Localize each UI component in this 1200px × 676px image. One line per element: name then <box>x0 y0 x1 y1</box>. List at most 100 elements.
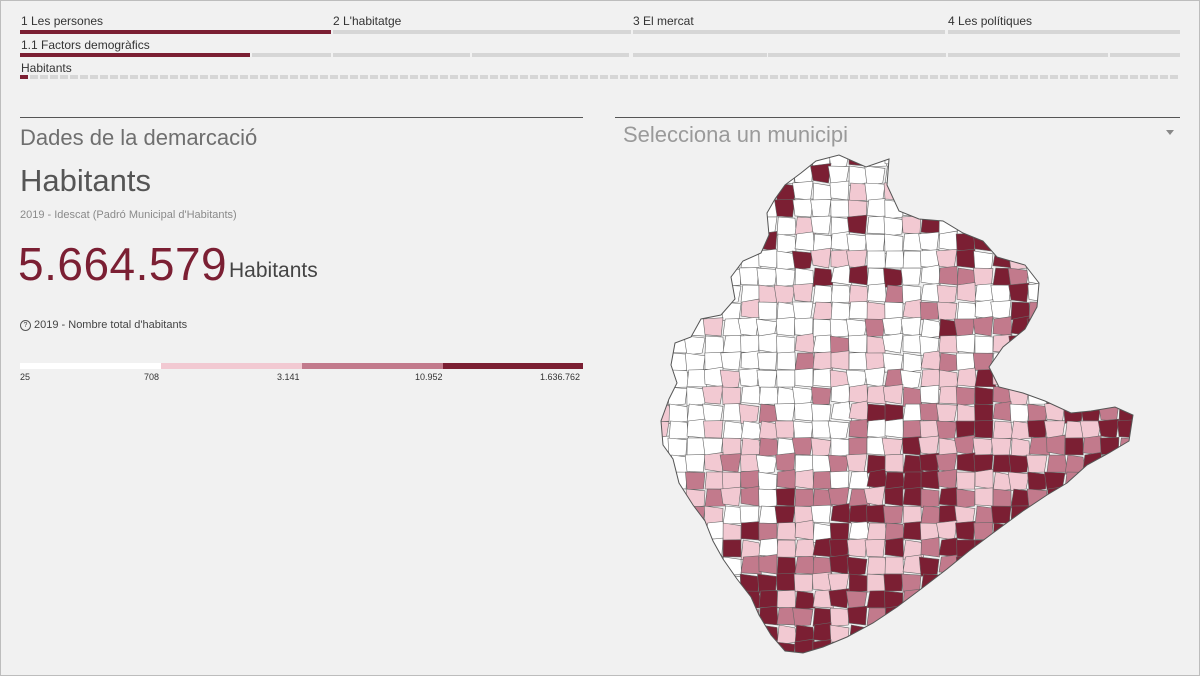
municipality-shape[interactable] <box>956 301 978 321</box>
municipality-shape[interactable] <box>722 437 742 456</box>
municipality-shape[interactable] <box>811 386 832 407</box>
municipality-shape[interactable] <box>863 485 886 507</box>
municipality-shape[interactable] <box>758 332 778 354</box>
nav-section-mercat-bar[interactable] <box>633 30 945 34</box>
municipality-shape[interactable] <box>884 199 904 220</box>
municipality-shape[interactable] <box>918 607 940 627</box>
municipality-shape[interactable] <box>812 622 833 643</box>
municipality-shape[interactable] <box>1010 538 1032 558</box>
municipality-shape[interactable] <box>1044 315 1066 337</box>
municipality-shape[interactable] <box>756 216 778 235</box>
municipality-shape[interactable] <box>974 216 995 235</box>
indicator-bar[interactable] <box>1080 75 1088 79</box>
municipality-shape[interactable] <box>704 471 725 490</box>
municipality-shape[interactable] <box>668 571 688 592</box>
municipality-shape[interactable] <box>902 539 925 560</box>
subsection-bar[interactable] <box>1110 53 1180 57</box>
municipality-shape[interactable] <box>1118 487 1140 507</box>
indicator-bar[interactable] <box>170 75 178 79</box>
municipality-shape[interactable] <box>884 639 906 657</box>
municipality-shape[interactable] <box>830 641 851 657</box>
municipality-shape[interactable] <box>920 641 941 657</box>
municipality-shape[interactable] <box>685 573 706 592</box>
municipality-shape[interactable] <box>1046 233 1068 253</box>
municipality-shape[interactable] <box>1080 589 1102 609</box>
indicator-bar[interactable] <box>380 75 388 79</box>
municipality-shape[interactable] <box>685 471 706 491</box>
municipality-shape[interactable] <box>1028 163 1049 184</box>
municipality-shape[interactable] <box>848 334 868 354</box>
municipality-shape[interactable] <box>992 488 1012 509</box>
municipality-shape[interactable] <box>651 216 670 236</box>
municipality-shape[interactable] <box>721 386 742 406</box>
municipality-shape[interactable] <box>937 468 958 490</box>
municipality-shape[interactable] <box>703 164 724 184</box>
municipality-shape[interactable] <box>1046 539 1066 560</box>
municipality-shape[interactable] <box>1137 523 1141 541</box>
municipality-shape[interactable] <box>992 539 1012 559</box>
municipality-shape[interactable] <box>1045 641 1066 657</box>
municipality-shape[interactable] <box>668 556 689 576</box>
municipality-shape[interactable] <box>721 573 742 595</box>
municipality-shape[interactable] <box>848 419 869 439</box>
municipality-shape[interactable] <box>974 165 995 186</box>
municipality-shape[interactable] <box>902 352 922 374</box>
municipality-shape[interactable] <box>668 539 688 560</box>
municipality-shape[interactable] <box>848 301 869 320</box>
municipality-shape[interactable] <box>973 267 994 286</box>
municipality-shape[interactable] <box>704 488 726 507</box>
municipality-shape[interactable] <box>1118 284 1138 303</box>
municipality-shape[interactable] <box>920 264 941 286</box>
municipality-shape[interactable] <box>920 469 940 490</box>
municipality-shape[interactable] <box>668 369 690 388</box>
municipality-shape[interactable] <box>848 521 870 541</box>
nav-subsection-factors-demografics[interactable]: 1.1 Factors demogràfics <box>21 38 150 52</box>
municipality-shape[interactable] <box>1137 437 1141 455</box>
municipality-shape[interactable] <box>740 521 760 541</box>
municipality-shape[interactable] <box>1098 402 1120 422</box>
municipality-shape[interactable] <box>1100 265 1121 286</box>
municipality-shape[interactable] <box>829 554 850 575</box>
nav-section-habitatge-bar[interactable] <box>333 30 631 34</box>
indicator-bar[interactable] <box>540 75 548 79</box>
indicator-bar[interactable] <box>1070 75 1078 79</box>
indicator-bar[interactable] <box>880 75 888 79</box>
municipality-shape[interactable] <box>884 453 904 473</box>
municipality-shape[interactable] <box>972 556 994 578</box>
municipality-shape[interactable] <box>900 639 922 657</box>
indicator-bar[interactable] <box>800 75 808 79</box>
municipality-shape[interactable] <box>990 300 1012 320</box>
indicator-bar[interactable] <box>1060 75 1068 79</box>
municipality-shape[interactable] <box>1046 181 1066 201</box>
municipality-shape[interactable] <box>866 335 886 356</box>
municipality-shape[interactable] <box>685 233 706 253</box>
municipality-shape[interactable] <box>1064 454 1087 475</box>
indicator-bar[interactable] <box>230 75 238 79</box>
municipality-shape[interactable] <box>1008 624 1030 643</box>
municipality-shape[interactable] <box>1118 248 1137 269</box>
municipality-shape[interactable] <box>953 434 976 456</box>
municipality-shape[interactable] <box>812 639 832 657</box>
municipality-shape[interactable] <box>992 231 1014 252</box>
municipality-shape[interactable] <box>1027 214 1048 235</box>
municipality-shape[interactable] <box>1046 454 1068 473</box>
municipality-shape[interactable] <box>810 437 832 458</box>
municipality-shape[interactable] <box>651 556 670 575</box>
indicator-bar[interactable] <box>500 75 508 79</box>
indicator-bar[interactable] <box>80 75 88 79</box>
municipality-shape[interactable] <box>740 350 760 371</box>
indicator-bar[interactable] <box>820 75 828 79</box>
indicator-bar[interactable] <box>670 75 678 79</box>
municipality-shape[interactable] <box>794 352 816 371</box>
municipality-shape[interactable] <box>686 539 708 560</box>
municipality-shape[interactable] <box>1046 386 1068 405</box>
municipality-shape[interactable] <box>972 590 994 609</box>
municipality-shape[interactable] <box>866 454 887 474</box>
municipality-shape[interactable] <box>1118 539 1139 559</box>
municipality-shape[interactable] <box>776 233 797 254</box>
municipality-shape[interactable] <box>737 316 760 337</box>
indicator-bar[interactable] <box>320 75 328 79</box>
indicator-bar[interactable] <box>1100 75 1108 79</box>
indicator-bar[interactable] <box>430 75 438 79</box>
municipality-shape[interactable] <box>902 436 922 456</box>
